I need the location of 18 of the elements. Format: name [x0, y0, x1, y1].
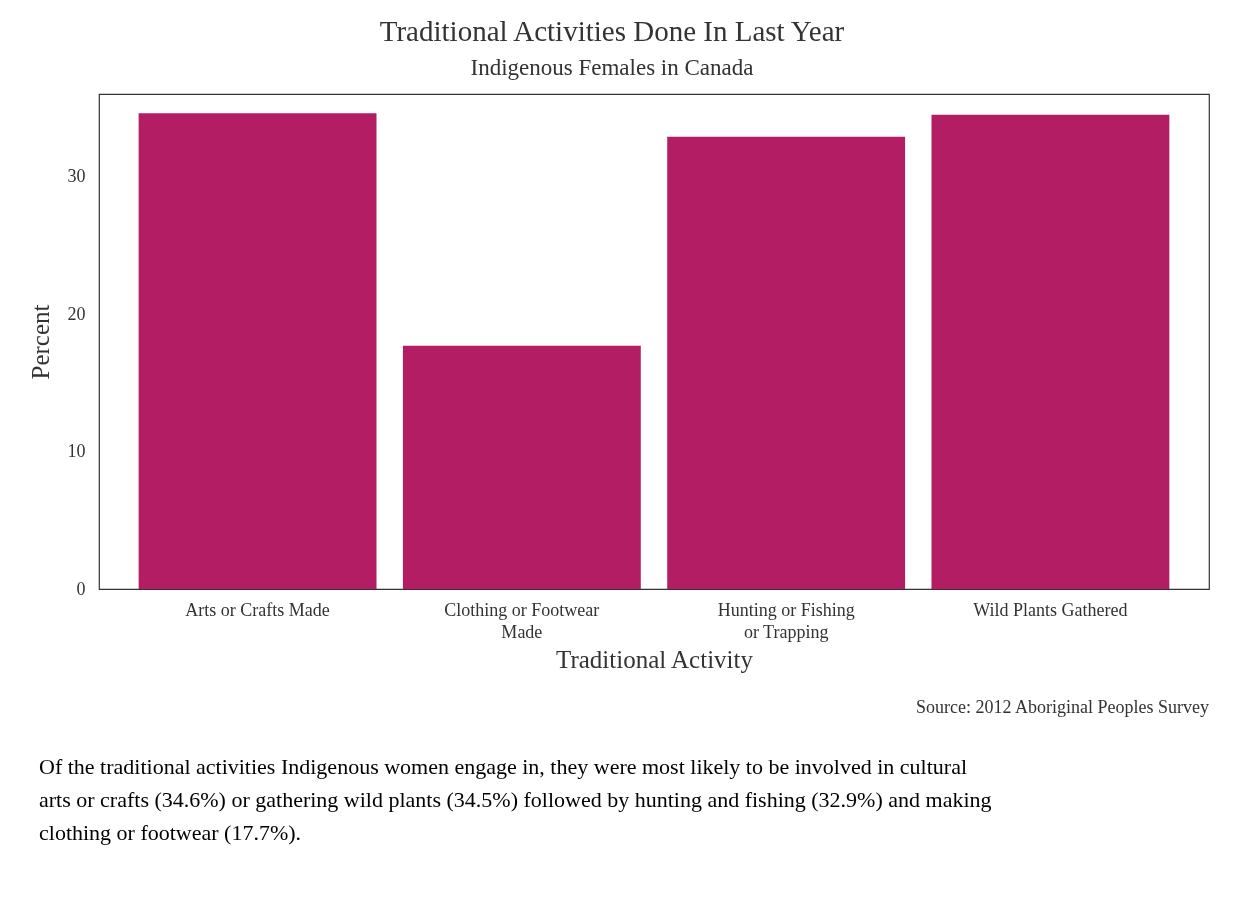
bar [138, 113, 377, 589]
chart-subtitle: Indigenous Females in Canada [470, 55, 754, 80]
y-tick-label: 10 [67, 441, 86, 461]
x-tick-label: Clothing or Footwear Made [444, 599, 600, 642]
x-axis-title: Traditional Activity [556, 645, 754, 673]
y-tick-label: 20 [67, 303, 86, 324]
bar [667, 136, 906, 589]
y-tick-label: 0 [76, 578, 86, 599]
bar [402, 345, 641, 589]
y-axis-title: Percent [26, 304, 54, 380]
chart-title: Traditional Activities Done In Last Year [379, 15, 845, 47]
bar [931, 114, 1170, 589]
text: Of the traditional activities Indigenous women engage in, they were most likely to be involved in cultural arts or crafts (34.6%) or gathering wild plants (34.5%) followed by hunting and fishing (32.9%) and making clothing or footwear (17.7%). [39, 754, 992, 845]
x-tick-label: Hunting or Fishing or Trapping [717, 599, 855, 642]
source-note: Source: 2012 Aboriginal Peoples Survey [916, 697, 1209, 717]
y-tick-label: 30 [67, 166, 86, 186]
x-tick-label: Wild Plants Gathered [973, 599, 1128, 620]
x-tick-label: Arts or Crafts Made [185, 599, 330, 620]
